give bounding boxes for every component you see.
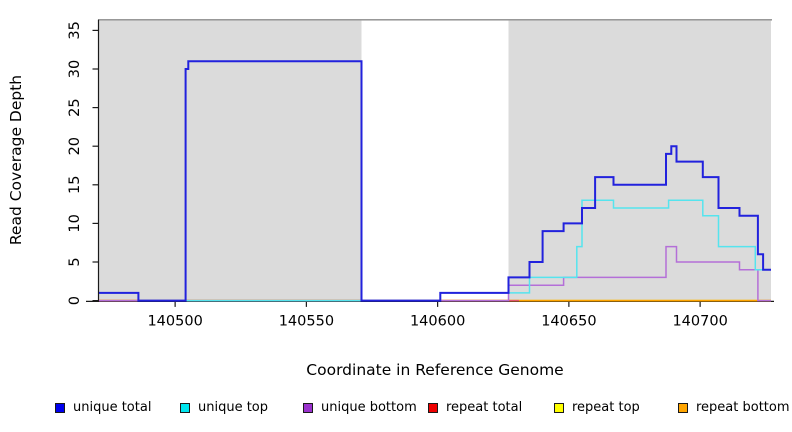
chart-layer: 140500 140550 140600 140650 140700 0 5 10 15 20 25… xyxy=(67,19,774,329)
legend-swatch-repeat-bottom xyxy=(678,402,688,413)
x-tick-label: 140700 xyxy=(672,313,727,329)
legend-label: unique top xyxy=(198,400,269,415)
legend-label: repeat total xyxy=(446,400,523,415)
legend-swatch-repeat-total xyxy=(428,402,438,413)
series-line-unique-total xyxy=(99,60,771,302)
x-tick-label: 140550 xyxy=(279,313,334,329)
legend-item-unique-total: unique total xyxy=(55,400,151,415)
repeat-region-right xyxy=(508,20,771,302)
legend-item-repeat-top: repeat top xyxy=(554,400,640,415)
legend-item-unique-top: unique top xyxy=(180,400,268,415)
x-tick-label: 140500 xyxy=(147,313,202,329)
legend-label: repeat top xyxy=(572,400,640,415)
legend-label: unique bottom xyxy=(321,400,417,415)
x-axis-label: Coordinate in Reference Genome xyxy=(306,361,563,379)
y-tick-label: 35 xyxy=(67,21,83,39)
x-tick-label: 140650 xyxy=(541,313,596,329)
legend-swatch-unique-top xyxy=(180,402,190,413)
legend-item-unique-bottom: unique bottom xyxy=(303,400,417,415)
y-tick-label: 15 xyxy=(67,176,83,194)
legend-item-repeat-bottom: repeat bottom xyxy=(678,400,790,415)
coverage-plot-svg: 140500 140550 140600 140650 140700 0 5 10 15 20 25… xyxy=(7,19,774,379)
legend-label: unique total xyxy=(73,400,152,415)
y-axis-label: Read Coverage Depth xyxy=(7,75,25,245)
y-tick-label: 0 xyxy=(67,296,83,305)
y-tick-label: 30 xyxy=(67,60,83,78)
y-tick-label: 20 xyxy=(67,137,83,155)
y-tick-label: 5 xyxy=(67,257,83,266)
y-tick-label: 25 xyxy=(67,98,83,116)
legend-swatch-repeat-top xyxy=(554,402,564,413)
y-tick-label: 10 xyxy=(67,214,83,232)
legend-swatch-unique-total xyxy=(55,402,65,413)
repeat-region-left xyxy=(99,20,362,302)
legend-swatch-unique-bottom xyxy=(303,402,313,413)
legend-item-repeat-total: repeat total xyxy=(428,400,522,415)
legend-label: repeat bottom xyxy=(696,400,790,415)
x-tick-label: 140600 xyxy=(410,313,465,329)
